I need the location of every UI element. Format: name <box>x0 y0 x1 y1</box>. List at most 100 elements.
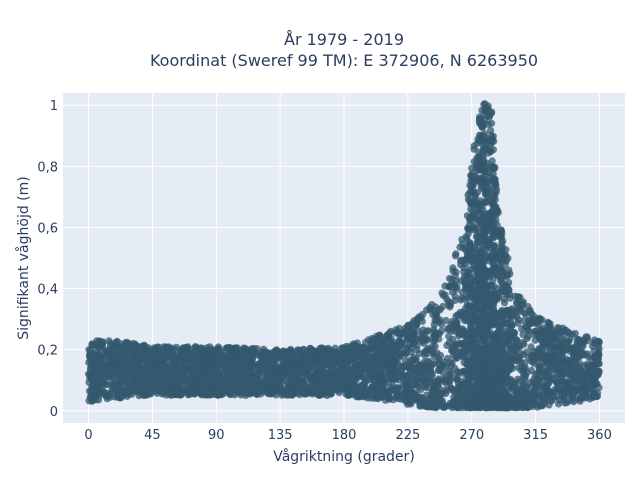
scatter-point <box>473 304 481 312</box>
scatter-point <box>287 378 295 386</box>
scatter-point <box>489 276 497 284</box>
scatter-point <box>520 317 528 325</box>
scatter-point <box>368 340 376 348</box>
scatter-point <box>440 378 448 386</box>
scatter-point <box>120 368 128 377</box>
scatter-point <box>494 290 502 298</box>
scatter-point <box>96 342 104 350</box>
scatter-point <box>547 353 556 361</box>
scatter-point <box>498 266 506 274</box>
scatter-point <box>517 397 525 405</box>
scatter-point <box>419 326 427 334</box>
scatter-point <box>471 191 479 199</box>
scatter-point <box>411 375 419 383</box>
scatter-point <box>570 398 578 406</box>
scatter-point <box>467 216 475 224</box>
scatter-point <box>186 387 194 395</box>
scatter-point <box>413 346 421 354</box>
scatter-point <box>545 388 553 396</box>
scatter-point <box>524 332 532 340</box>
scatter-point <box>574 353 582 361</box>
scatter-point <box>467 316 475 324</box>
scatter-point <box>445 274 454 283</box>
scatter-point <box>432 388 440 396</box>
scatter-point <box>300 390 308 398</box>
scatter-point <box>115 345 123 353</box>
scatter-point <box>461 275 469 283</box>
scatter-point <box>503 350 511 358</box>
scatter-point <box>153 356 161 364</box>
scatter-point <box>497 276 505 284</box>
scatter-point <box>178 364 186 372</box>
scatter-point <box>356 356 364 364</box>
scatter-point <box>478 267 486 275</box>
scatter-point <box>315 388 323 396</box>
scatter-point <box>352 388 361 396</box>
scatter-point <box>484 188 492 196</box>
scatter-point <box>552 343 560 352</box>
scatter-point <box>553 365 561 373</box>
scatter-point <box>134 387 142 395</box>
scatter-point <box>447 320 455 329</box>
scatter-point <box>526 306 534 314</box>
scatter-point <box>459 353 467 361</box>
scatter-point <box>497 228 505 236</box>
scatter-point <box>505 279 513 287</box>
scatter-point <box>253 373 261 381</box>
scatter-point <box>328 374 336 382</box>
scatter-point <box>480 230 488 238</box>
scatter-point <box>420 351 429 359</box>
scatter-point <box>474 272 482 280</box>
scatter-point <box>193 344 201 352</box>
scatter-point <box>356 372 365 381</box>
scatter-point <box>243 347 251 355</box>
scatter-point <box>489 225 497 233</box>
scatter-point <box>486 282 494 290</box>
scatter-point <box>432 378 440 386</box>
scatter-point <box>523 323 531 331</box>
scatter-point <box>535 362 543 370</box>
scatter-point <box>343 382 351 390</box>
scatter-point <box>431 336 439 345</box>
scatter-point <box>550 393 558 401</box>
scatter-point <box>499 335 507 344</box>
scatter-point <box>446 399 454 407</box>
scatter-point <box>507 313 515 321</box>
scatter-points <box>85 100 603 412</box>
scatter-point <box>492 181 500 189</box>
scatter-point <box>561 399 569 407</box>
scatter-point <box>202 375 210 383</box>
scatter-point <box>595 367 603 375</box>
scatter-point <box>166 371 174 379</box>
scatter-point <box>404 399 412 407</box>
scatter-point <box>142 346 150 354</box>
scatter-point <box>291 385 299 393</box>
scatter-point <box>508 364 517 373</box>
scatter-point <box>394 360 403 368</box>
scatter-point <box>389 396 397 404</box>
scatter-point <box>423 306 431 314</box>
scatter-point <box>473 158 481 167</box>
scatter-point <box>410 380 418 388</box>
scatter-point <box>475 153 483 161</box>
scatter-point <box>393 384 401 392</box>
scatter-point <box>208 382 216 390</box>
scatter-point <box>558 347 566 355</box>
scatter-point <box>580 384 588 392</box>
scatter-point <box>384 365 392 373</box>
scatter-point <box>103 349 111 357</box>
scatter-point <box>553 351 561 359</box>
scatter-point <box>419 331 427 339</box>
scatter-point <box>511 349 519 357</box>
scatter-point <box>460 264 468 272</box>
scatter-point <box>515 385 523 393</box>
scatter-point <box>301 384 309 392</box>
scatter-point <box>278 349 286 357</box>
scatter-point <box>486 336 495 344</box>
scatter-point <box>529 319 537 327</box>
scatter-point <box>580 378 588 386</box>
scatter-point <box>485 369 493 377</box>
scatter-point <box>479 225 488 233</box>
scatter-point <box>525 354 533 362</box>
scatter-point <box>556 372 564 380</box>
